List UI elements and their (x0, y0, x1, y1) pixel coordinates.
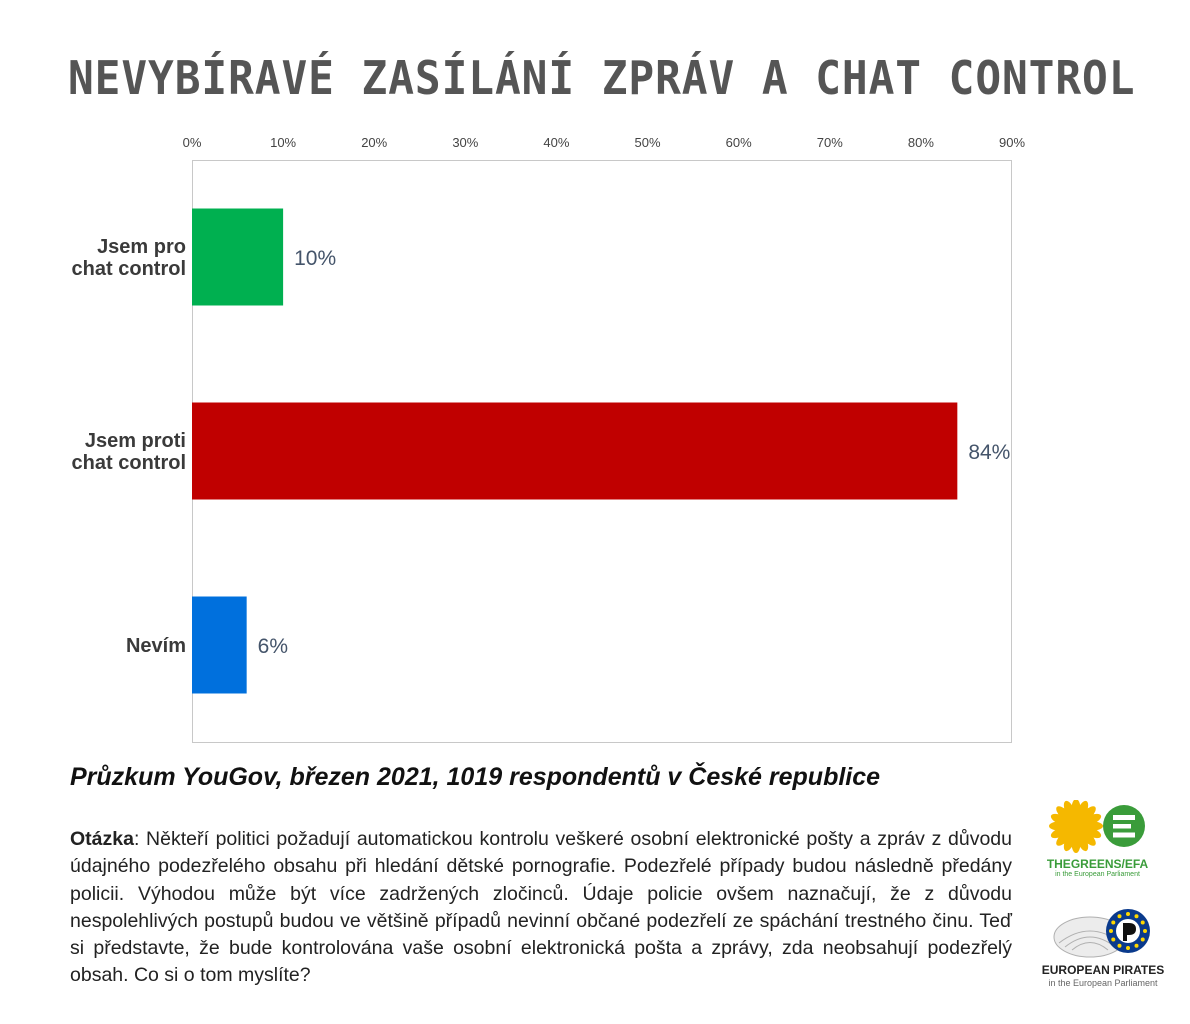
chart-title: NEVYBÍRAVÉ ZASÍLÁNÍ ZPRÁV A CHAT CONTROL (68, 51, 1136, 105)
question-body: : Někteří politici požadují automatickou… (70, 828, 1012, 987)
x-tick-label: 60% (726, 135, 752, 150)
x-tick-label: 50% (635, 135, 661, 150)
question-text: Otázka: Někteří politici požadují automa… (70, 826, 1012, 990)
european-pirates-logo-text: EUROPEAN PIRATES (1041, 963, 1165, 977)
question-label: Otázka (70, 828, 134, 850)
european-pirates-logo-subtext: in the European Parliament (1048, 978, 1158, 988)
x-tick-label: 70% (817, 135, 843, 150)
category-label: Jsem pro chat control (72, 236, 186, 280)
x-tick-label: 0% (183, 135, 202, 150)
greens-efa-logo-subtext: in the European Parliament (1055, 871, 1140, 878)
bar (192, 208, 284, 306)
bar-chart: 0% 10% 20% 30% 40% 50% 60% 70% 80% 90% Jsem pro ch… (72, 135, 1025, 743)
x-tick-label: 80% (908, 135, 934, 150)
x-tick-label: 90% (999, 135, 1025, 150)
survey-source: Průzkum YouGov, březen 2021, 1019 respon… (70, 763, 881, 791)
category-label: Jsem proti chat control (72, 430, 186, 474)
european-pirates-logo: EUROPEAN PIRATES in the European Parliam… (1042, 905, 1164, 990)
bar-value-label: 84% (968, 441, 1010, 464)
x-tick-label: 40% (543, 135, 569, 150)
bar-value-label: 6% (258, 635, 288, 658)
x-tick-label: 30% (452, 135, 478, 150)
x-tick-label: 10% (270, 135, 296, 150)
bar (192, 402, 958, 500)
bar (192, 596, 247, 694)
category-label: Nevím (126, 635, 186, 657)
greens-efa-logo-text: THEGREENS/EFA (1046, 857, 1149, 871)
greens-efa-emblem (1049, 799, 1145, 853)
x-tick-label: 20% (361, 135, 387, 150)
greens-efa-logo: THEGREENS/EFA in the European Parliament (1040, 799, 1155, 880)
bar-value-label: 10% (294, 247, 336, 270)
european-pirates-emblem (1053, 909, 1150, 958)
